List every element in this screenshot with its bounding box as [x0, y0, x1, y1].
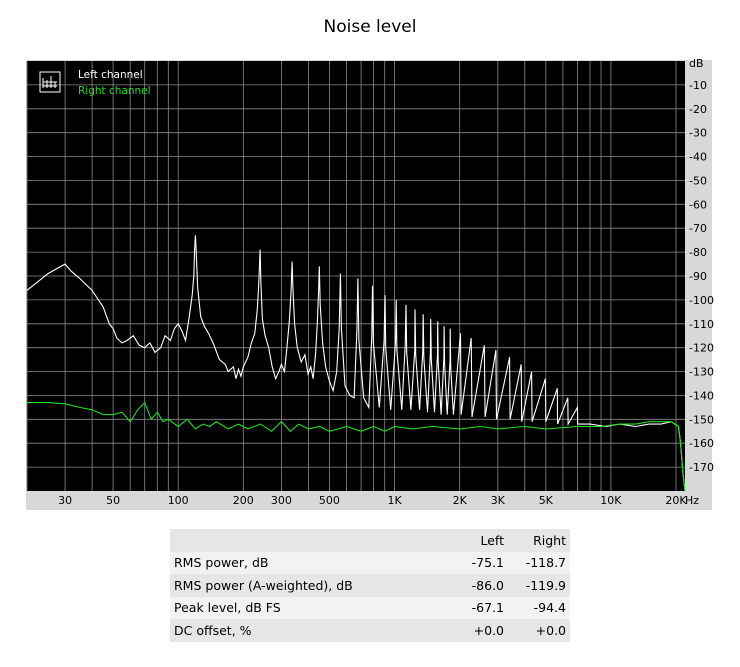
legend-icon: [39, 71, 61, 93]
stats-row-left: +0.0: [473, 622, 504, 638]
x-tick-label: 2K: [453, 494, 468, 507]
legend-left-channel: Left channel: [78, 69, 143, 81]
stats-row-left: -67.1: [471, 600, 504, 616]
stats-table: Left Right RMS power, dB -75.1 -118.7 RM…: [170, 529, 570, 642]
stats-header-row: Left Right: [170, 529, 570, 552]
stats-row-right: -118.7: [525, 555, 566, 571]
x-tick-label: 500: [319, 494, 340, 507]
stats-row: RMS power, dB -75.1 -118.7: [170, 551, 570, 574]
stats-row-left: -86.0: [471, 577, 504, 593]
y-tick-label: -10: [689, 79, 707, 92]
y-axis-ticks: dB -10 -20 -30 -40 -50 -60 -70 -80 -90 -100 -110 -12…: [689, 57, 714, 474]
y-tick-label: -50: [689, 174, 707, 187]
stats-row-right: -119.9: [525, 577, 566, 593]
y-tick-label: -170: [689, 461, 714, 474]
x-tick-label: 30: [58, 494, 72, 507]
y-tick-label: -20: [689, 103, 707, 116]
stats-row-name: Peak level, dB FS: [174, 600, 281, 616]
legend-icon-glyph: [42, 76, 57, 88]
y-tick-label: -30: [689, 127, 707, 140]
y-tick-label: -140: [689, 389, 714, 402]
x-tick-label: 3K: [491, 494, 506, 507]
y-tick-label: -60: [689, 198, 707, 211]
stats-row: DC offset, % +0.0 +0.0: [170, 619, 570, 642]
x-tick-label: 1K: [387, 494, 402, 507]
legend-right-channel: Right channel: [78, 85, 151, 97]
y-tick-label: -150: [689, 413, 714, 426]
y-tick-label: -90: [689, 270, 707, 283]
stats-row-right: -94.4: [533, 600, 566, 616]
y-tick-label: -80: [689, 246, 707, 259]
stats-row-right: +0.0: [535, 622, 566, 638]
x-axis-unit: Hz: [685, 494, 699, 507]
stats-row-name: RMS power (A-weighted), dB: [174, 577, 353, 593]
stats-row-name: DC offset, %: [174, 622, 252, 638]
x-tick-label: 10K: [600, 494, 622, 507]
y-tick-label: -40: [689, 151, 707, 164]
x-tick-label: 200: [233, 494, 254, 507]
stats-row-left: -75.1: [471, 555, 504, 571]
y-axis-unit: dB: [689, 57, 704, 70]
stats-row: Peak level, dB FS -67.1 -94.4: [170, 596, 570, 619]
y-tick-label: -100: [689, 294, 714, 307]
series-left-channel: [26, 235, 686, 492]
y-tick-label: -70: [689, 222, 707, 235]
stats-header-left: Left: [480, 532, 504, 548]
stats-header-name: [170, 529, 446, 552]
stats-header-right: Right: [533, 532, 566, 548]
chart-title: Noise level: [323, 17, 417, 37]
x-tick-label: 300: [271, 494, 292, 507]
x-tick-label: 50: [106, 494, 120, 507]
y-tick-label: -160: [689, 437, 714, 450]
series-right-channel: [27, 401, 686, 492]
series-lines: [26, 235, 686, 492]
grid-lines: [26, 61, 685, 491]
x-tick-label: 20K: [665, 494, 687, 507]
x-tick-label: 5K: [539, 494, 554, 507]
y-tick-label: -110: [689, 318, 714, 331]
stats-row: RMS power (A-weighted), dB -86.0 -119.9: [170, 574, 570, 597]
y-tick-label: -120: [689, 342, 714, 355]
legend: Left channel Right channel: [39, 69, 151, 97]
x-tick-label: 100: [168, 494, 189, 507]
stats-row-name: RMS power, dB: [174, 555, 269, 571]
y-tick-label: -130: [689, 366, 714, 379]
